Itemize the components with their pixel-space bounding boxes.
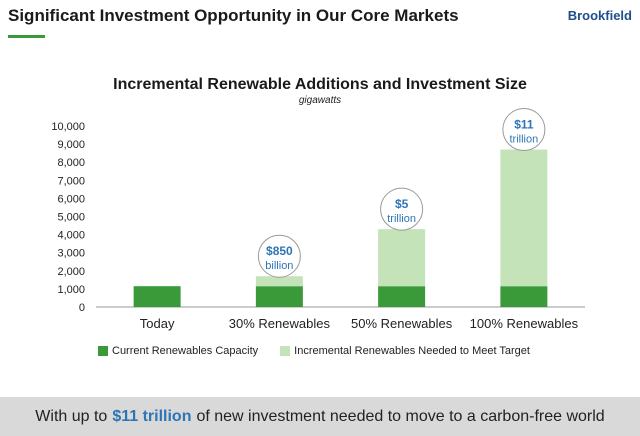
callout-unit: trillion: [387, 213, 416, 225]
callout-value: $5: [395, 197, 409, 211]
y-tick-label: 10,000: [51, 121, 85, 133]
y-tick-label: 7,000: [57, 175, 85, 187]
y-tick-label: 4,000: [57, 230, 85, 242]
page-title: Significant Investment Opportunity in Ou…: [8, 6, 459, 25]
x-tick-label: 100% Renewables: [470, 316, 579, 331]
y-tick-label: 6,000: [57, 193, 85, 205]
callout-unit: trillion: [510, 134, 539, 146]
chart-title: Incremental Renewable Additions and Inve…: [113, 76, 527, 93]
brand-logo: Brookfield: [567, 8, 632, 23]
footer-highlight: $11 trillion: [112, 407, 192, 425]
chart-legend: Current Renewables Capacity Incremental …: [98, 345, 552, 357]
y-tick-label: 9,000: [57, 139, 85, 151]
legend-swatch-current: [98, 346, 108, 356]
bar-current: [500, 286, 548, 307]
bar-current: [133, 286, 181, 307]
legend-item-current: Current Renewables Capacity: [98, 345, 258, 357]
footer-prefix: With up to: [35, 407, 108, 425]
investment-callout: [257, 234, 301, 278]
footer-suffix: of new investment needed to move to a ca…: [196, 407, 605, 425]
legend-item-incremental: Incremental Renewables Needed to Meet Ta…: [280, 345, 530, 357]
x-tick-label: 30% Renewables: [229, 316, 331, 331]
bar-incremental: [500, 149, 548, 287]
x-tick-label: 50% Renewables: [351, 316, 453, 331]
y-tick-label: 1,000: [57, 284, 85, 296]
legend-swatch-incremental: [280, 346, 291, 356]
bar-current: [255, 286, 303, 307]
legend-label-current: Current Renewables Capacity: [112, 345, 259, 357]
bar-chart: 0 1,000 2,000 3,000 4,000 5,000 6,000 7,000 8,00…: [51, 108, 585, 331]
y-tick-label: 3,000: [57, 248, 85, 260]
y-tick-label: 8,000: [57, 157, 85, 169]
title-accent-bar: [8, 35, 45, 38]
y-tick-label: 0: [79, 302, 85, 314]
bar-incremental: [255, 276, 303, 287]
x-tick-label: Today: [140, 316, 175, 331]
investment-callout: [502, 108, 546, 152]
footer-banner: With up to $11 trillion of new investmen…: [0, 397, 640, 436]
y-tick-label: 2,000: [57, 266, 85, 278]
legend-label-incremental: Incremental Renewables Needed to Meet Ta…: [294, 345, 530, 357]
investment-callout: [380, 187, 424, 231]
y-tick-label: 5,000: [57, 212, 85, 224]
bar-current: [378, 286, 426, 307]
chart-subtitle: gigawatts: [298, 95, 342, 106]
callout-value: $11: [514, 118, 534, 132]
callout-unit: billion: [265, 260, 293, 272]
bar-incremental: [378, 229, 426, 287]
callout-value: $850: [266, 244, 293, 258]
